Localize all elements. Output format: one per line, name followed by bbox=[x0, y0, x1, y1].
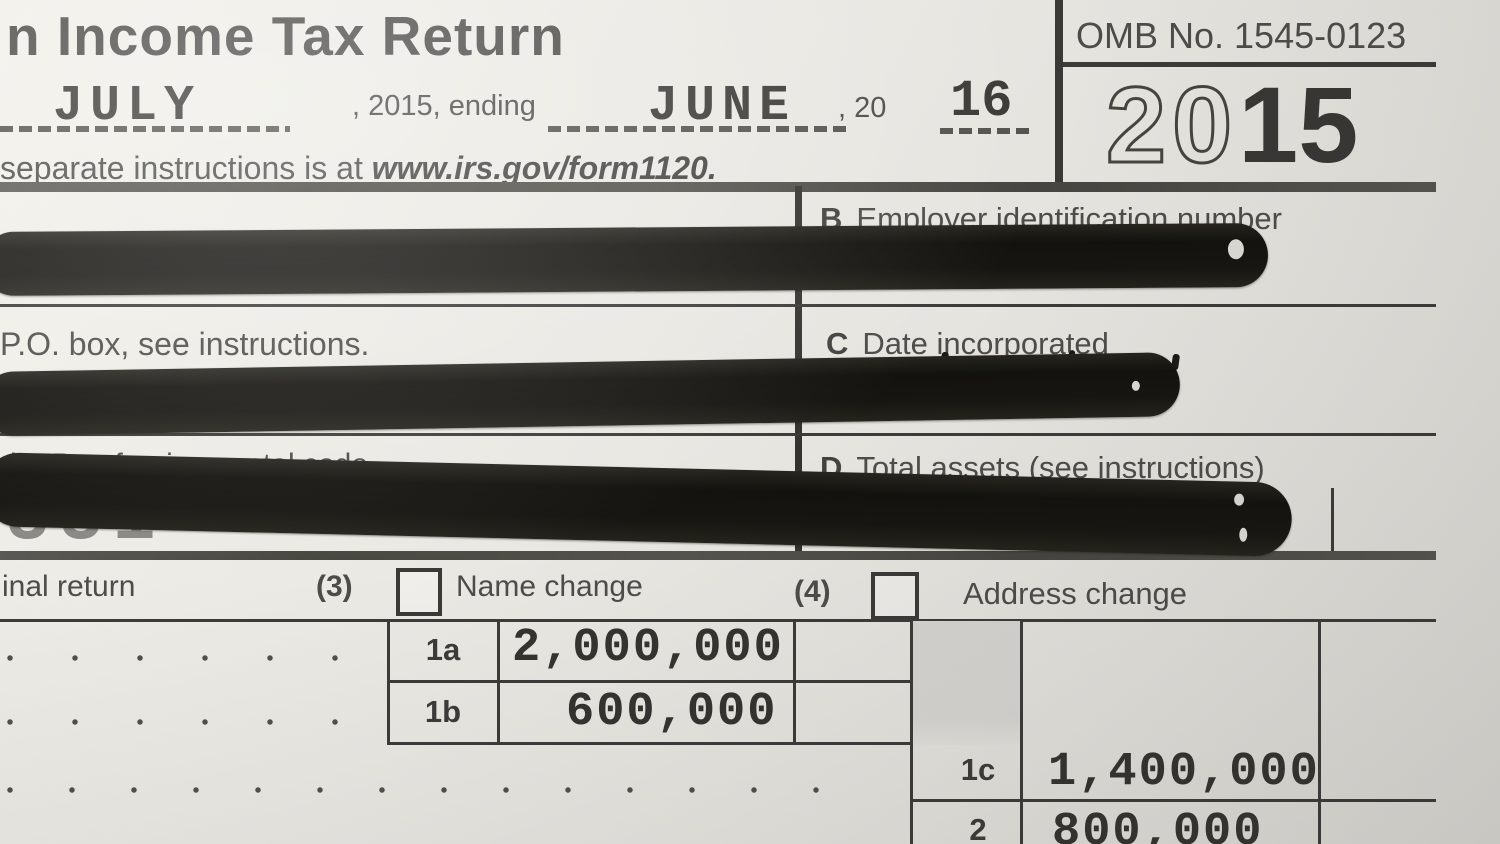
redaction-bar-name-ein bbox=[0, 223, 1269, 296]
name-change-checkbox[interactable] bbox=[396, 568, 442, 616]
item3-number: (3) bbox=[316, 570, 353, 603]
amount-col-code-divider bbox=[1020, 619, 1023, 844]
entry-rule-year bbox=[940, 128, 1032, 134]
form-year-badge: 2015 bbox=[1104, 62, 1359, 187]
box-1ab-bottom bbox=[387, 742, 912, 745]
form-title: n Income Tax Return bbox=[6, 5, 565, 67]
form-year-solid-part: 15 bbox=[1238, 64, 1359, 185]
instructions-text: separate instructions is at bbox=[0, 150, 372, 186]
redaction-bar-address-date bbox=[0, 352, 1181, 436]
header-divider bbox=[0, 182, 1436, 192]
amount-col-left bbox=[910, 619, 913, 844]
line-value-2: 800,000 bbox=[1052, 806, 1264, 844]
tax-year-begin-entry: JULY bbox=[53, 78, 202, 135]
marker-gap bbox=[1227, 239, 1244, 260]
tax-year-end-entry: JUNE bbox=[648, 78, 797, 135]
entry-rule-end bbox=[548, 126, 846, 132]
line-value-1b: 600,000 bbox=[566, 686, 778, 739]
dotted-leader bbox=[6, 654, 354, 662]
line-value-1c: 1,400,000 bbox=[1048, 746, 1320, 799]
marker-gap bbox=[1131, 380, 1140, 391]
tax-year-middle-text: , 2015, ending bbox=[352, 90, 536, 122]
omb-underline bbox=[1063, 62, 1436, 67]
entry-rule-begin bbox=[0, 126, 290, 132]
dotted-leader bbox=[6, 786, 836, 794]
line-value-1a: 2,000,000 bbox=[512, 622, 784, 675]
table-top-border bbox=[0, 619, 1436, 622]
line-1c-bottom bbox=[910, 799, 1436, 802]
box-1ab-row-divider bbox=[387, 680, 912, 683]
tax-year-suffix-entry: 16 bbox=[950, 72, 1013, 131]
final-return-label: inal return bbox=[2, 570, 136, 603]
date-incorporated-letter: C bbox=[826, 326, 849, 361]
form-year-outline-part: 20 bbox=[1104, 63, 1239, 187]
section-divider bbox=[0, 551, 1436, 560]
line-code-2: 2 bbox=[969, 812, 987, 844]
amount-col-cents-divider bbox=[1318, 619, 1321, 844]
address-change-checkbox[interactable] bbox=[871, 572, 919, 620]
dotted-leader bbox=[6, 718, 354, 726]
line-code-1c: 1c bbox=[960, 752, 996, 787]
line-code-1b: 1b bbox=[424, 694, 462, 729]
marker-gap bbox=[1239, 527, 1248, 542]
omb-number: OMB No. 1545-0123 bbox=[1076, 15, 1407, 56]
row-divider-2 bbox=[0, 433, 1436, 436]
instructions-line: separate instructions is at www.irs.gov/… bbox=[0, 150, 717, 187]
instructions-url[interactable]: www.irs.gov/form1120. bbox=[371, 150, 717, 186]
address-change-label: Address change bbox=[963, 576, 1188, 611]
row-divider-1 bbox=[0, 304, 1436, 307]
line-code-1a: 1a bbox=[425, 632, 461, 667]
omb-box-left-border bbox=[1055, 0, 1063, 186]
item4-number: (4) bbox=[794, 575, 831, 608]
tax-year-20-text: , 20 bbox=[838, 92, 887, 124]
assets-cents-divider bbox=[1331, 488, 1334, 553]
name-change-label: Name change bbox=[456, 570, 643, 603]
shaded-cell bbox=[912, 621, 1020, 745]
po-box-label: P.O. box, see instructions. bbox=[0, 326, 370, 362]
marker-gap bbox=[1233, 493, 1245, 506]
